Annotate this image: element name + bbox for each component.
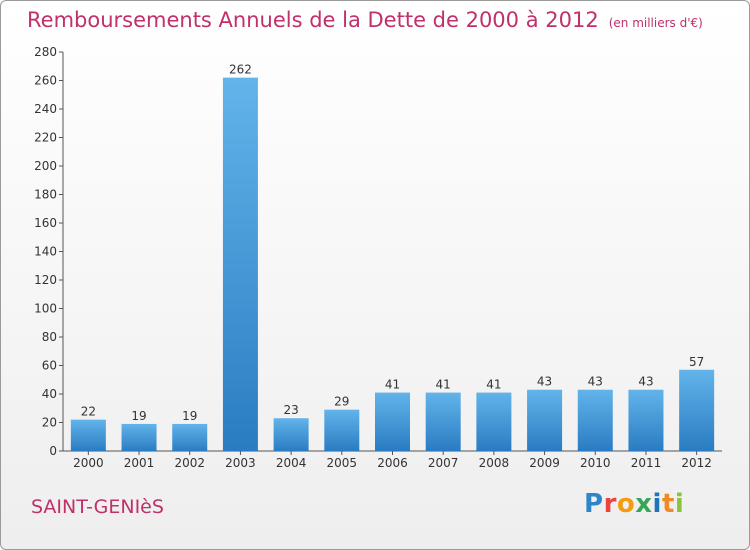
y-tick-label: 220	[34, 131, 57, 145]
x-tick-label-2002: 2002	[174, 456, 205, 470]
x-tick-label-2001: 2001	[124, 456, 155, 470]
value-label-2009: 43	[537, 375, 552, 389]
bar-2001	[121, 423, 157, 451]
unit-note: (en milliers d'€)	[608, 16, 703, 30]
value-label-2005: 29	[334, 395, 349, 409]
logo-letter: r	[603, 489, 617, 519]
y-tick-label: 200	[34, 159, 57, 173]
y-tick-label: 60	[42, 359, 57, 373]
value-label-2010: 43	[588, 375, 603, 389]
value-label-2007: 41	[436, 378, 451, 392]
bar-2006	[375, 392, 410, 451]
y-tick-label: 0	[49, 444, 57, 458]
value-label-2000: 22	[81, 405, 96, 419]
x-tick-label-2000: 2000	[73, 456, 104, 470]
y-tick-label: 140	[34, 245, 57, 259]
y-tick-label: 180	[34, 188, 57, 202]
bar-2008	[476, 392, 512, 451]
value-label-2008: 41	[486, 378, 501, 392]
logo-letter: t	[661, 489, 675, 519]
value-label-2003: 262	[229, 63, 252, 77]
bar-2002	[172, 423, 208, 451]
value-label-2012: 57	[689, 355, 704, 369]
bar-2007	[425, 392, 461, 451]
x-tick-label-2006: 2006	[377, 456, 408, 470]
labels: 22 19 19 262 23 29 41 41 41 43 43 43 57	[81, 63, 705, 423]
bar-2012	[679, 369, 715, 451]
bar-2000	[70, 419, 106, 451]
x-tick-label-2009: 2009	[529, 456, 560, 470]
bar-2005	[324, 409, 360, 451]
value-label-2004: 23	[283, 403, 298, 417]
y-tick-label: 260	[34, 74, 57, 88]
value-label-2011: 43	[638, 375, 653, 389]
bar-2010	[577, 389, 613, 451]
proxiti-logo: Proxiti	[584, 489, 684, 519]
bar-2003	[222, 77, 258, 452]
y-tick-label: 40	[42, 387, 57, 401]
value-label-2001: 19	[131, 409, 146, 423]
y-tick-label: 20	[42, 416, 57, 430]
chart-title: Remboursements Annuels de la Dette de 20…	[27, 8, 703, 32]
x-tick-label-2012: 2012	[681, 456, 712, 470]
logo-letter: o	[616, 489, 636, 519]
bars	[70, 77, 715, 452]
chart-title-text: Remboursements Annuels de la Dette de 20…	[27, 8, 599, 32]
y-tick-label: 80	[42, 330, 57, 344]
bar-2004	[273, 418, 309, 451]
logo-letter: i	[674, 489, 685, 519]
logo-letter: P	[584, 489, 604, 519]
y-tick-label: 100	[34, 302, 57, 316]
x-tick-label-2004: 2004	[276, 456, 307, 470]
x-tick-label-2010: 2010	[580, 456, 611, 470]
x-tick-label-2003: 2003	[225, 456, 256, 470]
place-name: SAINT-GENIèS	[31, 496, 164, 518]
x-tick-label-2007: 2007	[428, 456, 459, 470]
y-tick-label: 280	[34, 45, 57, 59]
x-tick-label-2008: 2008	[479, 456, 510, 470]
y-tick-label: 120	[34, 273, 57, 287]
y-tick-label: 240	[34, 102, 57, 116]
x-tick-label-2011: 2011	[631, 456, 662, 470]
logo-letter: x	[635, 489, 653, 519]
value-label-2002: 19	[182, 409, 197, 423]
bar-2009	[527, 389, 563, 451]
logo-letter: i	[652, 489, 662, 519]
bar-2011	[628, 389, 664, 451]
x-tick-label-2005: 2005	[327, 456, 358, 470]
y-tick-label: 160	[34, 216, 57, 230]
axes: 0 20 40 60 80 100 120 140 160 180 200 220 240 260 280 2…	[34, 45, 722, 470]
value-label-2006: 41	[385, 378, 400, 392]
